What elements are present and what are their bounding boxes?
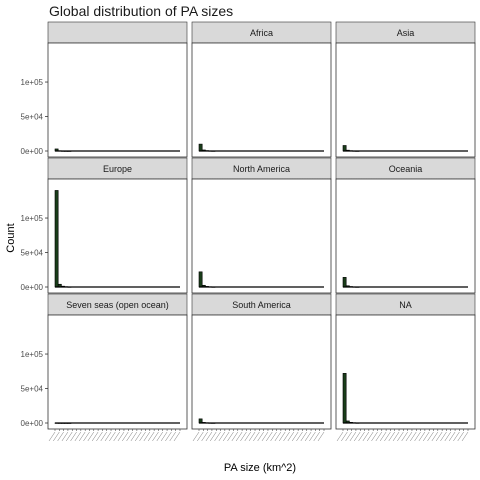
facet-label: Seven seas (open ocean) bbox=[66, 300, 169, 310]
y-tick-label: 0e+00 bbox=[21, 147, 44, 156]
x-axis-label: PA size (km^2) bbox=[0, 462, 480, 474]
y-axis-label: Count bbox=[5, 221, 17, 255]
facet-panel bbox=[192, 43, 331, 157]
y-tick-label: 1e+05 bbox=[21, 350, 44, 359]
bar bbox=[343, 145, 346, 151]
y-tick-label: 1e+05 bbox=[21, 78, 44, 87]
facet-label: Africa bbox=[250, 28, 273, 38]
facet-label: South America bbox=[232, 300, 291, 310]
facet-panel bbox=[336, 43, 475, 157]
facet-label: North America bbox=[233, 164, 290, 174]
bar bbox=[199, 144, 202, 151]
facet-label: Europe bbox=[103, 164, 132, 174]
facet-panel bbox=[192, 315, 331, 429]
facet-panel bbox=[336, 179, 475, 293]
bar bbox=[199, 419, 202, 423]
facet-panel bbox=[48, 179, 187, 293]
bar bbox=[55, 190, 58, 287]
y-tick-label: 1e+05 bbox=[21, 214, 44, 223]
bar bbox=[199, 272, 202, 287]
bar bbox=[343, 373, 346, 423]
y-tick-label: 0e+00 bbox=[21, 283, 44, 292]
facet-panel bbox=[48, 43, 187, 157]
facet-strip bbox=[48, 22, 187, 43]
facet-label: Asia bbox=[397, 28, 415, 38]
y-tick-label: 5e+04 bbox=[21, 113, 44, 122]
bar bbox=[343, 277, 346, 287]
y-tick-label: 5e+04 bbox=[21, 249, 44, 258]
y-tick-label: 0e+00 bbox=[21, 419, 44, 428]
facet-panel bbox=[336, 315, 475, 429]
facet-label: Oceania bbox=[389, 164, 423, 174]
facet-label: NA bbox=[399, 300, 412, 310]
facet-panel bbox=[48, 315, 187, 429]
facet-panel bbox=[192, 179, 331, 293]
y-tick-label: 5e+04 bbox=[21, 385, 44, 394]
